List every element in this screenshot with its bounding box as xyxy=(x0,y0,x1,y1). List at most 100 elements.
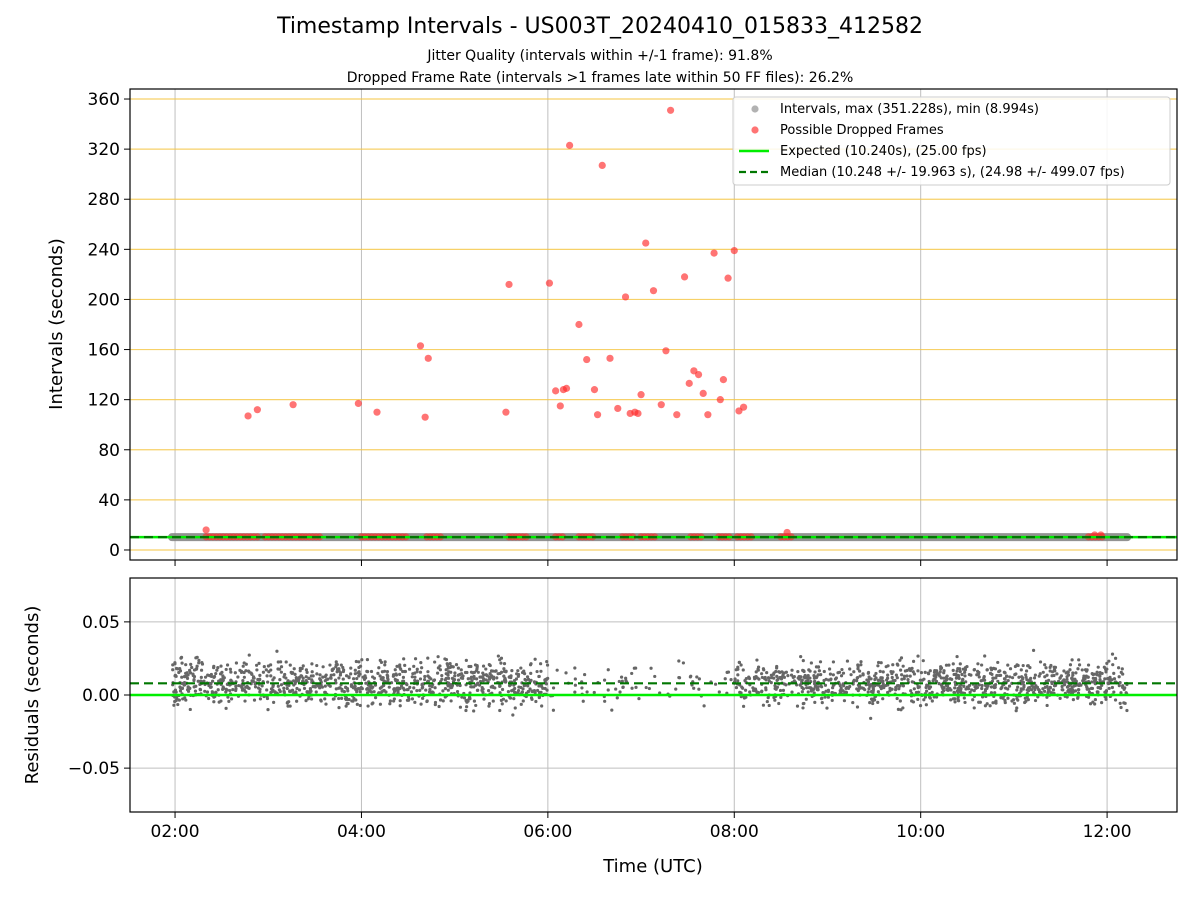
residual-point xyxy=(238,668,242,672)
residual-point xyxy=(784,683,788,687)
residual-point xyxy=(523,677,527,682)
residual-point xyxy=(356,686,360,691)
residual-point xyxy=(1015,706,1019,710)
residual-point xyxy=(818,660,823,664)
residual-point xyxy=(1119,705,1123,710)
residual-point xyxy=(989,685,994,689)
residual-point xyxy=(619,675,624,679)
residual-point xyxy=(415,689,419,693)
residual-point xyxy=(916,669,920,673)
residual-point xyxy=(1034,684,1038,688)
residual-point xyxy=(837,670,842,674)
residual-point xyxy=(980,683,984,688)
residual-point xyxy=(756,667,760,671)
residual-point xyxy=(323,684,327,688)
residual-point xyxy=(418,677,423,681)
residual-point xyxy=(1019,689,1023,693)
residual-point xyxy=(1096,665,1100,669)
residual-point xyxy=(772,676,776,680)
residual-point xyxy=(493,686,497,690)
residual-point xyxy=(278,678,282,682)
residual-point xyxy=(433,702,437,707)
residual-point xyxy=(1104,695,1108,699)
residual-point xyxy=(1076,683,1080,687)
residual-point xyxy=(222,686,226,690)
residual-point xyxy=(459,672,464,676)
residual-point xyxy=(979,679,983,683)
residual-point xyxy=(413,700,417,704)
dropped-frame-point xyxy=(637,391,645,399)
residual-point xyxy=(438,668,442,672)
residual-point xyxy=(1021,663,1025,668)
residual-point xyxy=(309,697,314,701)
residual-point xyxy=(564,671,568,675)
residual-point xyxy=(340,696,344,700)
residual-point xyxy=(284,676,288,680)
residual-point xyxy=(1015,663,1019,667)
residual-point xyxy=(266,680,270,684)
residual-point xyxy=(897,683,901,688)
residual-point xyxy=(874,671,878,676)
residual-point xyxy=(1098,673,1102,678)
residual-point xyxy=(858,674,862,678)
residual-point xyxy=(916,654,920,658)
residual-point xyxy=(1117,684,1121,688)
residual-point xyxy=(431,691,435,695)
residual-point xyxy=(443,687,448,691)
residual-point xyxy=(194,667,198,671)
residual-point xyxy=(413,675,417,679)
bottom-y-tick-label: −0.05 xyxy=(68,759,120,779)
top-y-tick-label: 280 xyxy=(88,190,120,210)
residual-point xyxy=(926,684,930,688)
residual-point xyxy=(1038,672,1042,676)
residual-point xyxy=(845,685,849,689)
residual-point xyxy=(790,668,794,672)
x-tick-label: 12:00 xyxy=(1083,822,1132,842)
residual-point xyxy=(326,677,330,681)
top-panel-frame xyxy=(129,88,1178,561)
residual-point xyxy=(933,668,937,673)
residual-point xyxy=(879,687,883,691)
residual-point xyxy=(1095,673,1099,677)
residual-point xyxy=(418,670,423,674)
residual-point xyxy=(200,662,205,666)
residual-point xyxy=(689,674,693,678)
residual-point xyxy=(480,686,484,690)
dropped-frame-point xyxy=(634,409,642,418)
residual-point xyxy=(197,661,201,665)
residual-point xyxy=(755,690,759,695)
residual-point xyxy=(1120,667,1124,671)
residual-point xyxy=(216,688,220,692)
residual-point xyxy=(942,689,946,693)
residual-point xyxy=(466,677,470,681)
residual-point xyxy=(502,667,506,671)
residual-point xyxy=(1108,675,1112,679)
legend-dropped-marker xyxy=(751,126,759,134)
residual-point xyxy=(229,670,233,674)
residual-point xyxy=(419,660,423,665)
residual-point xyxy=(983,678,987,682)
residual-point xyxy=(324,702,328,706)
residual-point xyxy=(1053,669,1057,673)
residual-point xyxy=(250,679,254,683)
residual-point xyxy=(1012,701,1016,705)
residual-point xyxy=(755,676,759,680)
legend-intervals-marker xyxy=(751,105,759,113)
residual-point xyxy=(1029,676,1033,681)
residual-point xyxy=(357,674,361,678)
residual-point xyxy=(573,666,577,670)
residual-point xyxy=(1019,679,1023,683)
residual-point xyxy=(942,669,946,673)
residual-point xyxy=(778,688,783,693)
residual-point xyxy=(421,696,425,700)
residual-point xyxy=(500,687,505,692)
residual-point xyxy=(956,667,960,671)
residual-point xyxy=(496,654,500,658)
residual-point xyxy=(1116,666,1121,670)
residual-point xyxy=(951,662,955,666)
residual-point xyxy=(895,662,899,666)
dropped-frame-point xyxy=(710,249,718,257)
residual-point xyxy=(510,669,514,673)
residual-point xyxy=(848,684,852,689)
residual-point xyxy=(1102,665,1106,669)
